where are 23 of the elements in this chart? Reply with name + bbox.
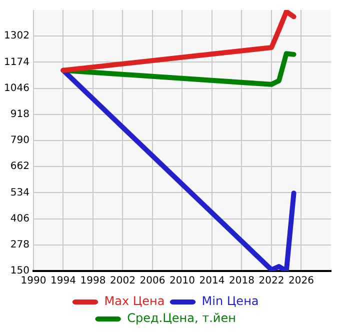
y-tick-label: 1046 bbox=[4, 82, 30, 94]
x-tick-label: 1998 bbox=[80, 276, 106, 287]
x-tick-label: 2026 bbox=[288, 276, 314, 287]
x-tick-label: 2018 bbox=[229, 276, 254, 287]
y-tick-label: 1302 bbox=[4, 30, 30, 42]
y-tick-label: 790 bbox=[10, 135, 30, 146]
y-tick-label: 662 bbox=[10, 161, 30, 172]
legend-label: Сред.Цена, т.йен bbox=[127, 311, 236, 326]
y-tick-label: 278 bbox=[10, 239, 30, 250]
y-tick-label: 918 bbox=[10, 108, 30, 120]
x-tick-label: 2022 bbox=[258, 276, 284, 287]
x-tick-label: 2014 bbox=[199, 276, 225, 287]
x-tick-label: 2006 bbox=[140, 276, 166, 287]
x-tick-label: 1994 bbox=[50, 276, 76, 287]
x-tick-label: 1990 bbox=[20, 276, 46, 287]
y-tick-label: 150 bbox=[10, 266, 30, 277]
y-tick-label: 534 bbox=[10, 187, 30, 198]
x-tick-label: 2002 bbox=[110, 276, 136, 287]
y-tick-label: 1174 bbox=[4, 56, 30, 68]
legend-label: Max Цена bbox=[104, 294, 165, 308]
y-tick-label: 406 bbox=[10, 213, 30, 224]
legend-label: Min Цена bbox=[202, 294, 259, 308]
x-tick-label: 2010 bbox=[170, 276, 195, 287]
